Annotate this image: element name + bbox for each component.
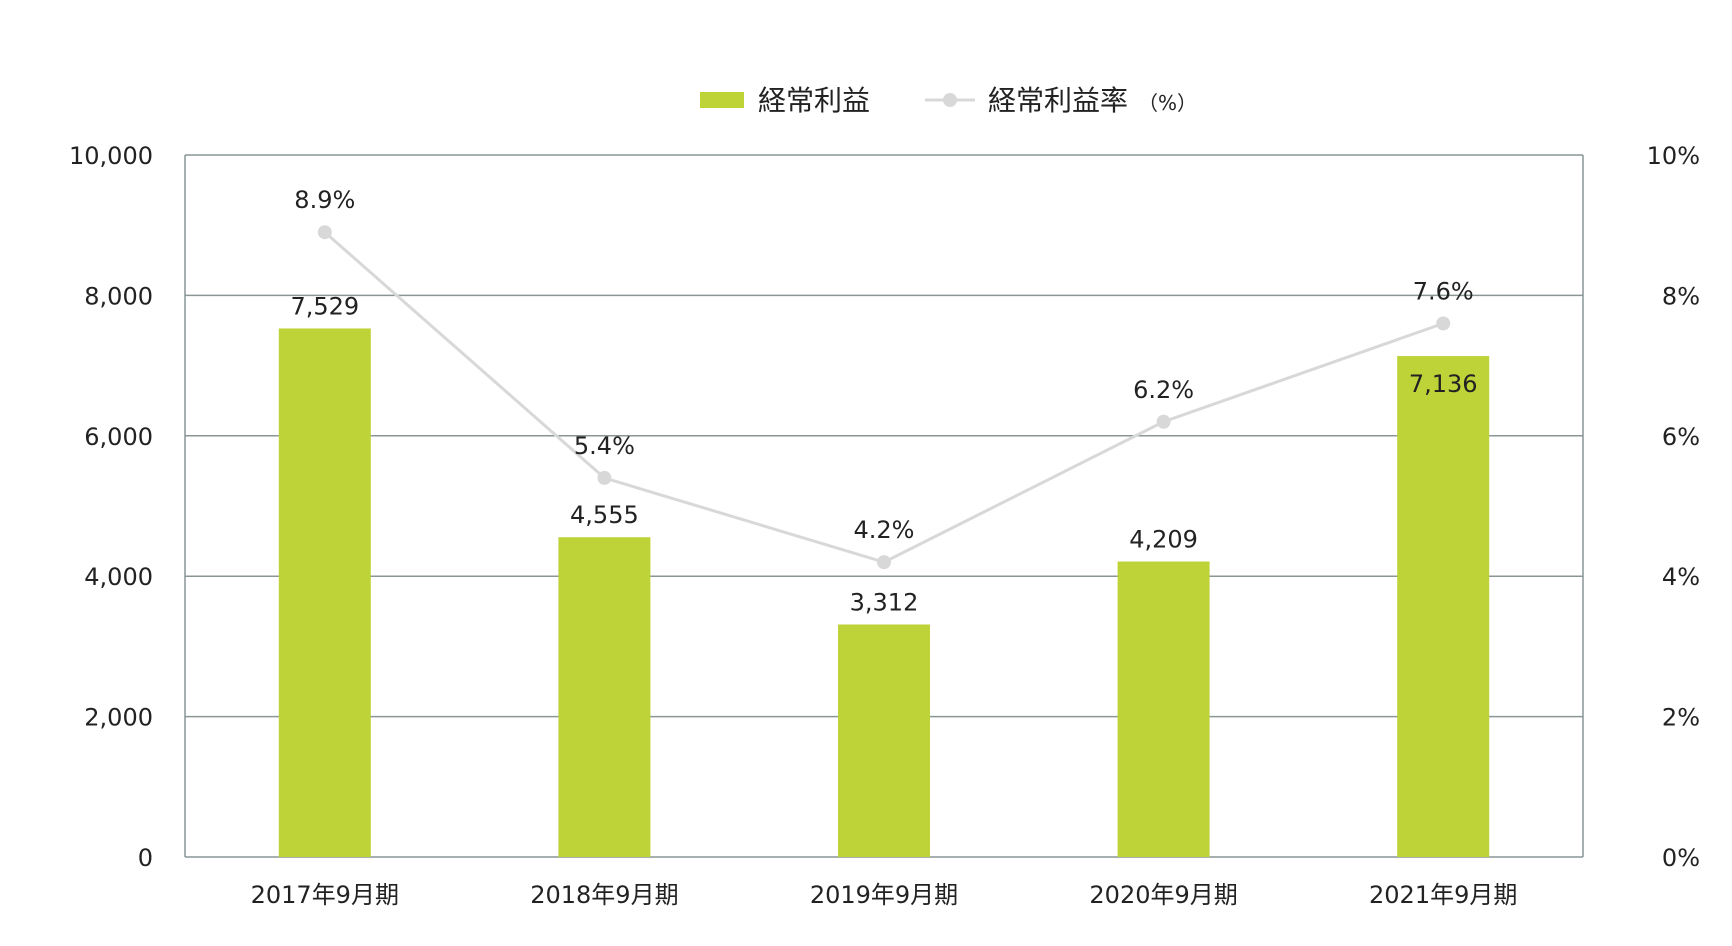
legend-line-unit: （%）: [1138, 91, 1197, 115]
bar-value-label: 7,136: [1409, 370, 1478, 398]
right-tick-label: 8%: [1662, 282, 1700, 310]
rate-value-label: 7.6%: [1413, 277, 1474, 305]
bar: [1117, 561, 1210, 857]
left-tick-label: 6,000: [84, 423, 153, 451]
category-label: 2018年9月期: [530, 881, 678, 909]
rate-value-label: 8.9%: [294, 186, 355, 214]
bar-value-label: 7,529: [290, 292, 359, 320]
right-tick-label: 6%: [1662, 423, 1700, 451]
legend-line-dot: [943, 93, 957, 107]
bar: [838, 624, 930, 857]
line-point: [597, 470, 612, 485]
bar-value-label: 4,555: [570, 501, 639, 529]
right-tick-label: 4%: [1662, 563, 1700, 591]
right-tick-label: 0%: [1662, 844, 1700, 872]
legend-bar-label: 経常利益: [758, 84, 870, 117]
left-tick-label: 4,000: [84, 563, 153, 591]
line-point: [877, 555, 891, 570]
rate-value-label: 6.2%: [1133, 376, 1194, 404]
bar: [1397, 356, 1490, 857]
left-tick-label: 0: [138, 844, 153, 872]
legend: 経常利益 経常利益率 （%）: [700, 84, 1197, 117]
legend-line-label: 経常利益率: [988, 84, 1128, 117]
line-point: [1156, 414, 1171, 429]
rate-value-label: 4.2%: [854, 516, 915, 544]
category-label: 2017年9月期: [251, 881, 399, 909]
category-label: 2021年9月期: [1369, 881, 1517, 909]
rate-value-label: 5.4%: [574, 432, 635, 460]
bar-value-label: 3,312: [850, 588, 919, 616]
bar-value-label: 4,209: [1129, 526, 1198, 554]
category-label: 2019年9月期: [810, 881, 958, 909]
series-line: [323, 231, 1444, 564]
plot-area: 0 2,000 4,000 6,000 8,000 10,000 0% 2% 4% 6% 8% 10%…: [69, 142, 1700, 909]
legend-bar-swatch: [700, 92, 744, 108]
right-tick-label: 10%: [1647, 142, 1700, 170]
left-tick-label: 8,000: [84, 282, 153, 310]
line-point: [1436, 316, 1451, 331]
right-tick-label: 2%: [1662, 704, 1700, 732]
category-label: 2020年9月期: [1089, 881, 1237, 909]
left-tick-label: 2,000: [84, 704, 153, 732]
left-tick-label: 10,000: [69, 142, 153, 170]
bar: [558, 537, 651, 857]
bar: [278, 328, 371, 857]
line-point: [317, 225, 332, 240]
